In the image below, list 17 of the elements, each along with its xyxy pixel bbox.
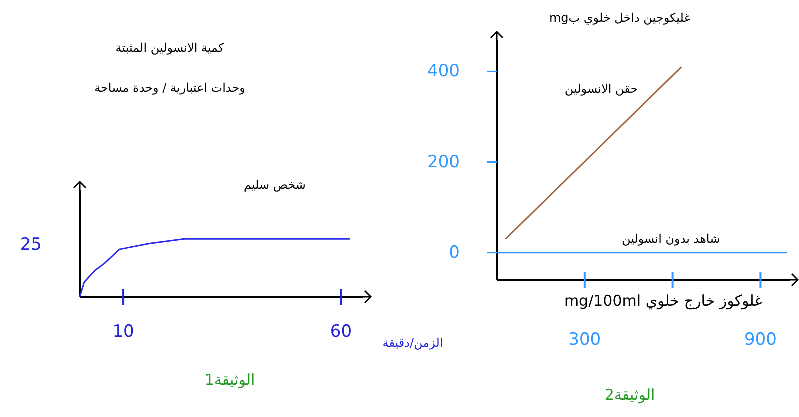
text: الوثيقة1: [204, 371, 256, 389]
x-tick-label: 10: [112, 322, 134, 342]
x-tick-label: 60: [330, 322, 352, 342]
text: 25: [20, 234, 42, 255]
y-tick-label: 0: [449, 242, 460, 263]
x-axis-title: غلوكوز خارج خلوي mg/100ml: [564, 292, 763, 310]
x-tick-label: 900: [744, 330, 777, 350]
x-axis-title: الزمن/دقيقة: [382, 336, 444, 350]
y-axis-title: غليكوجين داخل خلوي بmg: [549, 11, 691, 25]
text: كمية الانسولين المثبتة وحدات اعتبارية / وحدة مساحة: [94, 41, 246, 95]
y-tick-label: 400: [428, 62, 460, 82]
x-tick-label: 300: [568, 330, 602, 350]
text: الوثيقة2: [604, 386, 656, 404]
text: شخص سليم: [244, 178, 306, 192]
series-label: حقن الانسولين: [564, 82, 638, 96]
series-label: شاهد بدون انسولين: [622, 232, 720, 246]
y-tick-label: 200: [428, 152, 460, 172]
